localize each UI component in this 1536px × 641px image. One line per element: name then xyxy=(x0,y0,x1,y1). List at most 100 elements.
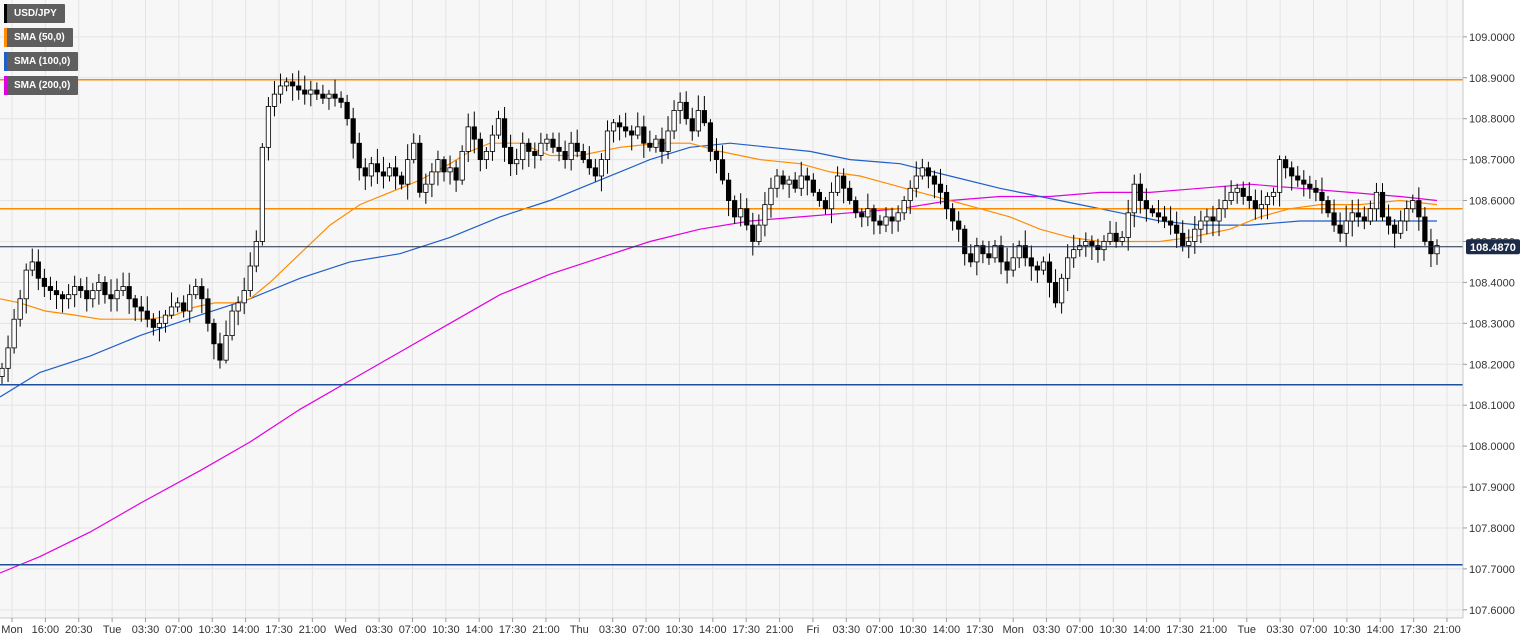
x-tick-label: 16:00 xyxy=(32,624,60,636)
legend-item-usdjpy[interactable]: USD/JPY xyxy=(4,4,65,23)
candle xyxy=(1343,205,1349,247)
candle-body-up xyxy=(568,142,574,161)
legend-item-sma-50[interactable]: SMA (50,0) xyxy=(4,28,73,47)
candle-body-down xyxy=(877,220,883,226)
legend-label-sma-200: SMA (200,0) xyxy=(14,80,71,91)
x-tick-label: 14:00 xyxy=(933,624,961,636)
candle-body-down xyxy=(943,191,950,210)
candle xyxy=(1028,245,1034,281)
candle xyxy=(925,161,931,189)
candle xyxy=(937,168,944,205)
candle xyxy=(308,80,314,107)
candle xyxy=(568,131,574,171)
y-tick-label: 108.6000 xyxy=(1469,196,1515,208)
candle-body-up xyxy=(1065,257,1071,279)
candle xyxy=(386,162,393,182)
candle xyxy=(629,125,635,151)
candle xyxy=(332,79,338,107)
x-tick-label: 03:30 xyxy=(365,624,393,636)
candle-body-up xyxy=(1071,249,1077,259)
candle-body-up xyxy=(1410,200,1416,210)
candle xyxy=(441,156,447,182)
candle xyxy=(453,160,459,192)
candle xyxy=(677,92,683,124)
candle xyxy=(277,73,284,104)
candle xyxy=(1289,161,1295,191)
candle xyxy=(762,192,768,237)
candle xyxy=(659,127,665,164)
legend-item-sma-200[interactable]: SMA (200,0) xyxy=(4,76,79,95)
candle xyxy=(399,171,405,190)
candle xyxy=(1379,183,1386,222)
candle-body-up xyxy=(974,245,980,263)
candle-body-up xyxy=(1434,245,1440,255)
candle-body-up xyxy=(283,81,290,87)
candle xyxy=(774,168,780,198)
candle-body-down xyxy=(1289,167,1295,177)
candle-body-up xyxy=(0,367,5,377)
candle-body-up xyxy=(544,138,550,144)
candle-body-down xyxy=(725,179,732,201)
candle xyxy=(689,107,695,141)
candle-body-down xyxy=(1337,224,1343,234)
candle xyxy=(616,115,623,141)
candle-body-up xyxy=(907,187,913,201)
candle-body-down xyxy=(526,142,532,152)
candle xyxy=(816,188,823,207)
candle-body-up xyxy=(635,126,641,136)
candle-body-down xyxy=(290,81,296,87)
candle xyxy=(90,283,96,308)
candle-body-down xyxy=(701,110,707,124)
candle xyxy=(768,177,774,218)
candle xyxy=(501,107,508,162)
candle-body-up xyxy=(1276,159,1283,193)
candle-body-down xyxy=(744,208,750,226)
candle xyxy=(429,163,435,198)
candle xyxy=(217,332,223,369)
y-tick-label: 107.8000 xyxy=(1469,523,1515,535)
candle-body-down xyxy=(1210,216,1216,222)
candle-body-down xyxy=(302,89,308,95)
candle xyxy=(780,170,786,190)
candle-body-down xyxy=(1028,257,1034,267)
candle xyxy=(828,182,835,224)
candle xyxy=(96,273,102,305)
candle-body-down xyxy=(647,142,653,148)
candle-body-up xyxy=(671,110,677,132)
x-tick-label: 07:00 xyxy=(1066,624,1094,636)
candle-body-up xyxy=(308,89,314,95)
candle-body-down xyxy=(1161,216,1168,222)
legend-item-sma-100[interactable]: SMA (100,0) xyxy=(4,52,79,71)
candle xyxy=(114,278,120,312)
candle xyxy=(1246,182,1252,209)
candle-body-down xyxy=(804,175,810,181)
candle-body-down xyxy=(374,163,381,173)
candle xyxy=(1416,187,1422,231)
candle xyxy=(1434,239,1440,265)
candle-body-up xyxy=(1270,191,1277,197)
candle-body-up xyxy=(368,163,374,177)
candle xyxy=(0,362,5,384)
sma-50-line xyxy=(0,142,1438,320)
candle-body-down xyxy=(1137,183,1143,201)
candle xyxy=(1216,199,1222,237)
legend-swatch-usdjpy xyxy=(4,4,7,23)
x-tick-label: 21:00 xyxy=(1433,624,1461,636)
candle-body-down xyxy=(1428,241,1434,255)
candle xyxy=(302,75,308,105)
candle xyxy=(247,252,253,297)
candle xyxy=(84,276,90,312)
candle-body-up xyxy=(1404,208,1410,222)
candle-body-down xyxy=(1422,216,1428,242)
candle xyxy=(1046,253,1053,298)
candle xyxy=(1283,155,1289,179)
candle-body-up xyxy=(604,130,611,161)
candle-body-up xyxy=(483,151,489,161)
candle xyxy=(199,278,205,314)
current-price-tag: 108.4870 xyxy=(1466,239,1520,255)
sma-200-series xyxy=(0,183,1438,574)
candle xyxy=(1385,204,1392,235)
candle xyxy=(1125,199,1131,251)
candle-body-up xyxy=(756,224,762,242)
